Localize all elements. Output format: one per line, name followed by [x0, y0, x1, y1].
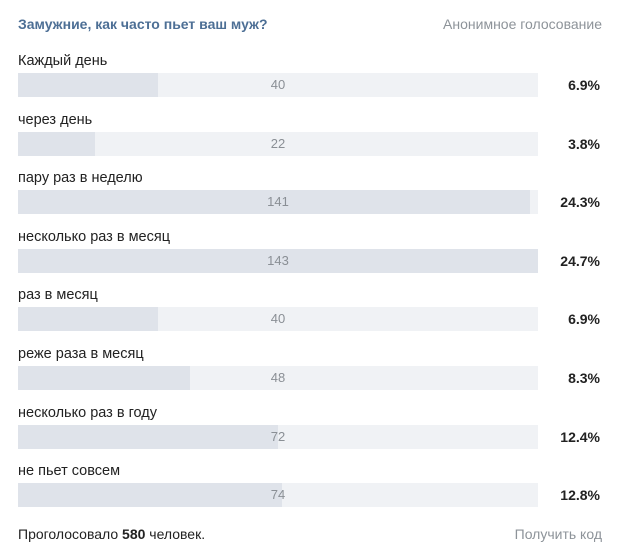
poll-type-label: Анонимное голосование [443, 16, 602, 32]
poll-footer: Проголосовало 580 человек. Получить код [18, 526, 602, 548]
poll-header: Замужние, как часто пьет ваш муж? Аноним… [18, 16, 602, 38]
poll-option[interactable]: несколько раз в году 72 12.4% [18, 402, 600, 461]
poll-option[interactable]: Каждый день 40 6.9% [18, 50, 600, 109]
poll-option-vote-count: 143 [267, 252, 289, 268]
poll-option-percent: 12.8% [560, 487, 600, 504]
poll-option-bar-fill [18, 483, 283, 508]
poll-option-bar-fill [18, 190, 531, 215]
poll-options-list: Каждый день 40 6.9% через день 22 3.8% пару ра… [18, 50, 600, 519]
poll-option-percent: 24.3% [560, 194, 600, 211]
votes-total-prefix: Проголосовало [18, 526, 119, 542]
poll-option-vote-count: 72 [270, 428, 286, 444]
poll-option-label: через день [18, 111, 93, 128]
poll-option-label: пару раз в неделю [18, 170, 143, 187]
votes-total-suffix: человек. [149, 526, 206, 542]
poll-option-label: несколько раз в месяц [18, 228, 171, 245]
poll-option-label: не пьет совсем [18, 463, 121, 480]
poll-option-vote-count: 141 [267, 194, 289, 210]
poll-option[interactable]: несколько раз в месяц 143 24.7% [18, 226, 600, 285]
poll-option[interactable]: не пьет совсем 74 12.8% [18, 460, 600, 519]
poll-option-bar: 72 [18, 424, 538, 449]
poll-option-percent: 8.3% [568, 369, 600, 386]
poll-option[interactable]: через день 22 3.8% [18, 109, 600, 168]
poll-option-label: Каждый день [18, 53, 108, 69]
votes-total-text: Проголосовало 580 человек. [18, 526, 205, 542]
poll-option-percent: 12.4% [560, 428, 600, 445]
votes-total-count: 580 [122, 526, 146, 542]
poll-option-bar-fill [18, 307, 158, 332]
get-code-link[interactable]: Получить код [514, 526, 602, 542]
poll-option-percent: 3.8% [568, 135, 600, 152]
poll-option-vote-count: 40 [270, 77, 286, 92]
poll-option-bar: 40 [18, 73, 538, 97]
poll-option-label: несколько раз в году [18, 404, 157, 421]
poll-option-bar: 48 [18, 365, 538, 390]
poll-option-bar-fill [18, 248, 538, 273]
poll-option-label: реже раза в месяц [18, 345, 144, 362]
poll-option-bar-fill [18, 131, 95, 156]
poll-option-label: раз в месяц [18, 287, 98, 304]
poll-option-bar: 143 [18, 248, 538, 273]
poll-option-bar: 74 [18, 483, 538, 508]
poll-option-percent: 6.9% [568, 77, 600, 93]
poll-option-percent: 24.7% [560, 252, 600, 269]
poll-option[interactable]: раз в месяц 40 6.9% [18, 284, 600, 343]
poll-option-vote-count: 48 [270, 369, 286, 385]
poll-option-vote-count: 22 [270, 135, 286, 151]
poll-option[interactable]: пару раз в неделю 141 24.3% [18, 167, 600, 226]
poll-question: Замужние, как часто пьет ваш муж? [18, 16, 268, 32]
poll-option-bar: 141 [18, 190, 538, 215]
poll-option-percent: 6.9% [568, 311, 600, 328]
poll-option[interactable]: реже раза в месяц 48 8.3% [18, 343, 600, 402]
poll-option-vote-count: 74 [270, 487, 286, 503]
poll-option-bar-fill [18, 365, 190, 390]
poll-option-bar-fill [18, 424, 278, 449]
poll-option-vote-count: 40 [270, 311, 286, 327]
poll-option-bar-fill [18, 73, 158, 97]
poll-option-bar: 40 [18, 307, 538, 332]
poll-option-bar: 22 [18, 131, 538, 156]
